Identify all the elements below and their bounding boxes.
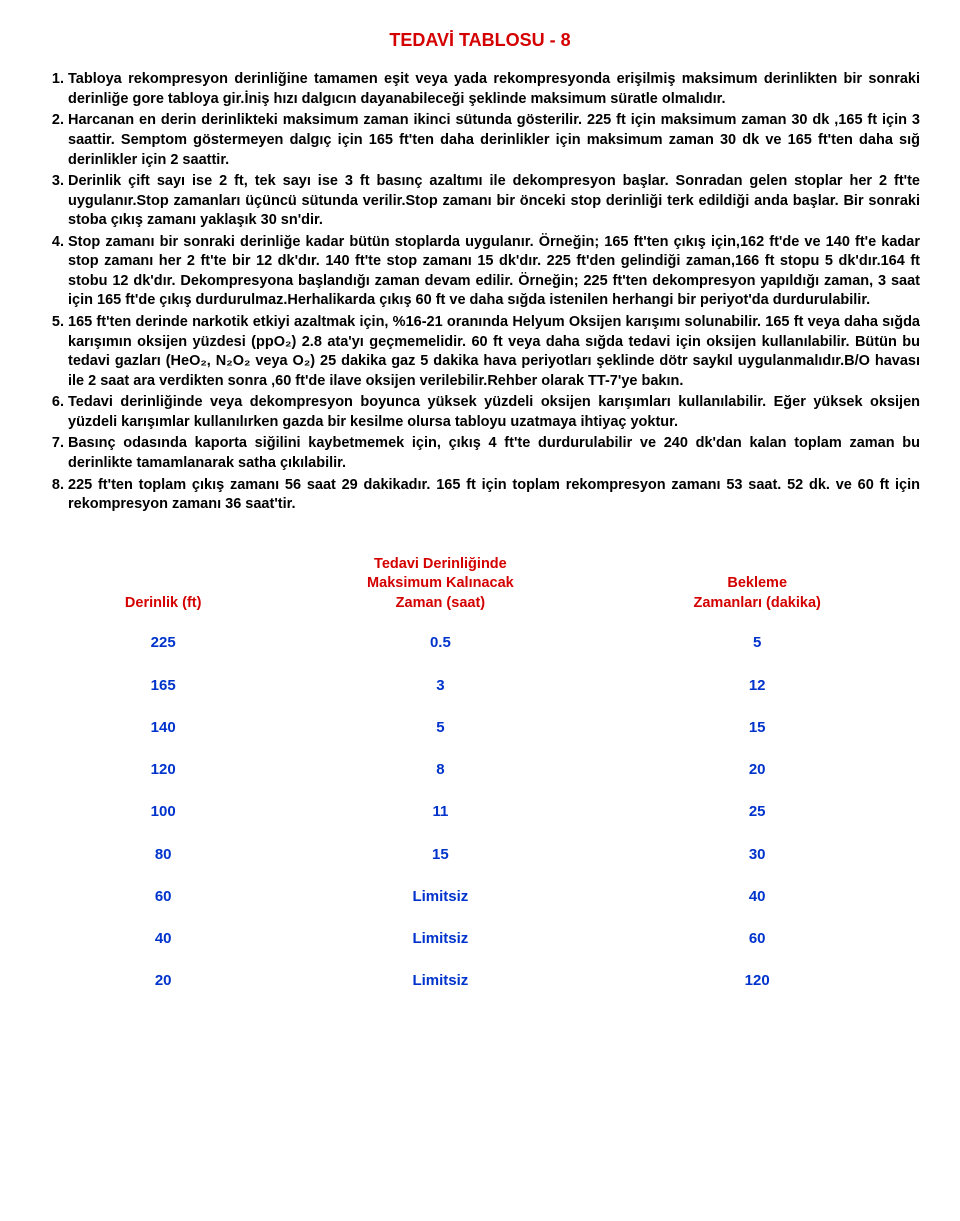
- treatment-table: Derinlik (ft) Tedavi Derinliğinde Maksim…: [40, 555, 920, 992]
- table-row: 20Limitsiz120: [40, 971, 920, 991]
- cell-maxtime: 11: [286, 802, 594, 822]
- cell-wait: 60: [594, 929, 920, 949]
- cell-wait: 12: [594, 676, 920, 696]
- cell-depth: 60: [40, 887, 286, 907]
- header-maxtime-l1: Tedavi Derinliğinde: [286, 555, 594, 575]
- cell-wait: 30: [594, 845, 920, 865]
- table-row: 2250.55: [40, 633, 920, 653]
- list-item: 165 ft'ten derinde narkotik etkiyi azalt…: [68, 313, 920, 391]
- cell-maxtime: 5: [286, 718, 594, 738]
- cell-depth: 165: [40, 676, 286, 696]
- col-header-depth: Derinlik (ft): [40, 555, 286, 614]
- header-wait-l1: Bekleme: [594, 574, 920, 594]
- list-item: Stop zamanı bir sonraki derinliğe kadar …: [68, 233, 920, 311]
- cell-depth: 80: [40, 845, 286, 865]
- header-maxtime-l3: Zaman (saat): [286, 594, 594, 614]
- col-header-wait: Bekleme Zamanları (dakika): [594, 555, 920, 614]
- instruction-list: Tabloya rekompresyon derinliğine tamamen…: [40, 70, 920, 514]
- list-item: Basınç odasında kaporta siğilini kaybetm…: [68, 434, 920, 473]
- list-item: Derinlik çift sayı ise 2 ft, tek sayı is…: [68, 172, 920, 231]
- page-title: TEDAVİ TABLOSU - 8: [40, 28, 920, 52]
- cell-maxtime: Limitsiz: [286, 971, 594, 991]
- header-depth-text: Derinlik (ft): [125, 594, 202, 614]
- table-row: 40Limitsiz60: [40, 929, 920, 949]
- cell-wait: 20: [594, 760, 920, 780]
- table-header-row: Derinlik (ft) Tedavi Derinliğinde Maksim…: [40, 555, 920, 614]
- table-row: 60Limitsiz40: [40, 887, 920, 907]
- table-row: 120820: [40, 760, 920, 780]
- cell-wait: 25: [594, 802, 920, 822]
- cell-maxtime: 8: [286, 760, 594, 780]
- cell-maxtime: 3: [286, 676, 594, 696]
- cell-depth: 20: [40, 971, 286, 991]
- cell-depth: 40: [40, 929, 286, 949]
- list-item: 225 ft'ten toplam çıkış zamanı 56 saat 2…: [68, 476, 920, 515]
- table-row: 140515: [40, 718, 920, 738]
- table-row: 801530: [40, 845, 920, 865]
- cell-wait: 5: [594, 633, 920, 653]
- cell-depth: 225: [40, 633, 286, 653]
- list-item: Tedavi derinliğinde veya dekompresyon bo…: [68, 393, 920, 432]
- table-body: 2250.55165312140515120820100112580153060…: [40, 633, 920, 991]
- col-header-maxtime: Tedavi Derinliğinde Maksimum Kalınacak Z…: [286, 555, 594, 614]
- cell-maxtime: 0.5: [286, 633, 594, 653]
- cell-maxtime: Limitsiz: [286, 887, 594, 907]
- cell-wait: 120: [594, 971, 920, 991]
- cell-maxtime: 15: [286, 845, 594, 865]
- list-item: Harcanan en derin derinlikteki maksimum …: [68, 111, 920, 170]
- cell-wait: 15: [594, 718, 920, 738]
- table-row: 165312: [40, 676, 920, 696]
- header-maxtime-l2: Maksimum Kalınacak: [286, 574, 594, 594]
- cell-depth: 100: [40, 802, 286, 822]
- list-item: Tabloya rekompresyon derinliğine tamamen…: [68, 70, 920, 109]
- cell-wait: 40: [594, 887, 920, 907]
- table-row: 1001125: [40, 802, 920, 822]
- header-wait-l2: Zamanları (dakika): [594, 594, 920, 614]
- cell-depth: 120: [40, 760, 286, 780]
- cell-maxtime: Limitsiz: [286, 929, 594, 949]
- cell-depth: 140: [40, 718, 286, 738]
